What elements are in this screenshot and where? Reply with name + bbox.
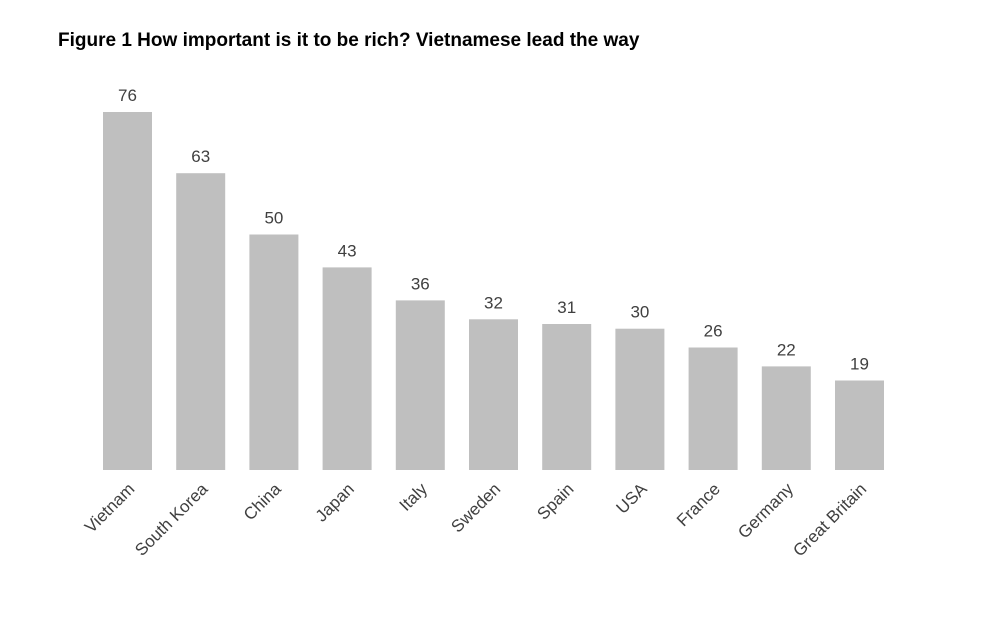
x-tick-label-germany: Germany [734, 479, 797, 542]
data-label-japan: 43 [338, 241, 357, 260]
bar-france [688, 347, 738, 470]
x-tick-label-great-britain: Great Britain [789, 479, 870, 560]
bar-italy [395, 300, 445, 470]
bar-germany [761, 366, 811, 470]
bars-group [103, 112, 884, 470]
data-labels-group: 76 63 50 43 36 32 31 30 26 22 19 [118, 86, 869, 374]
bar-sweden [469, 319, 518, 470]
data-label-usa: 30 [630, 303, 649, 322]
x-tick-label-usa: USA [613, 479, 652, 518]
data-label-great-britain: 19 [850, 355, 869, 374]
x-tick-label-china: China [240, 479, 285, 524]
bar-vietnam [103, 112, 152, 470]
data-label-germany: 22 [777, 340, 796, 359]
x-tick-label-south-korea: South Korea [131, 479, 212, 560]
bar-usa [615, 328, 665, 470]
x-tick-label-spain: Spain [533, 479, 577, 523]
data-label-vietnam: 76 [118, 86, 137, 105]
data-label-italy: 36 [411, 274, 430, 293]
bar-great-britain [835, 380, 884, 470]
x-tick-label-vietnam: Vietnam [81, 479, 138, 536]
bar-china [249, 234, 299, 470]
bar-japan [322, 267, 372, 470]
x-tick-label-france: France [673, 479, 724, 530]
x-tick-label-japan: Japan [312, 479, 358, 525]
data-label-south-korea: 63 [191, 147, 210, 166]
bar-south-korea [176, 173, 226, 470]
data-label-china: 50 [264, 209, 283, 228]
x-tick-label-italy: Italy [396, 479, 432, 515]
data-label-france: 26 [704, 322, 723, 341]
data-label-spain: 31 [557, 298, 576, 317]
bar-spain [542, 324, 592, 470]
chart-title: Figure 1 How important is it to be rich?… [58, 30, 640, 51]
data-label-sweden: 32 [484, 293, 503, 312]
x-tick-label-sweden: Sweden [447, 479, 504, 536]
